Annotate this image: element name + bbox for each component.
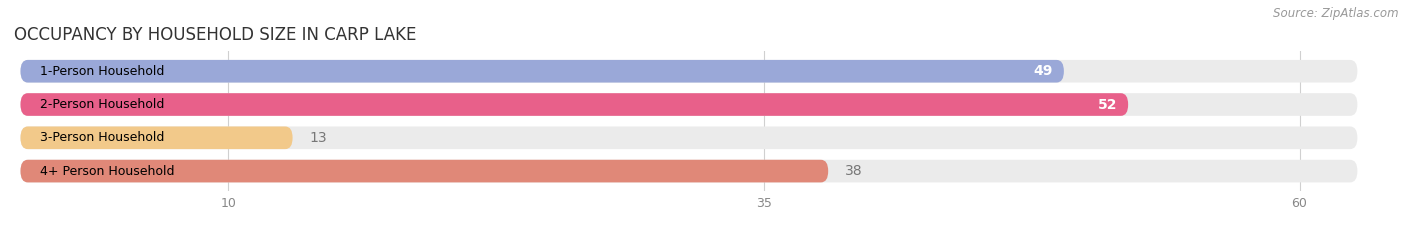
Text: OCCUPANCY BY HOUSEHOLD SIZE IN CARP LAKE: OCCUPANCY BY HOUSEHOLD SIZE IN CARP LAKE <box>14 26 416 44</box>
FancyBboxPatch shape <box>21 160 828 182</box>
Text: 52: 52 <box>1098 98 1118 112</box>
FancyBboxPatch shape <box>21 160 1357 182</box>
FancyBboxPatch shape <box>21 93 1128 116</box>
Text: 38: 38 <box>845 164 863 178</box>
Text: 4+ Person Household: 4+ Person Household <box>39 164 174 178</box>
FancyBboxPatch shape <box>21 60 1357 82</box>
FancyBboxPatch shape <box>21 127 1357 149</box>
FancyBboxPatch shape <box>21 93 1357 116</box>
Text: 2-Person Household: 2-Person Household <box>39 98 165 111</box>
Text: 3-Person Household: 3-Person Household <box>39 131 165 144</box>
FancyBboxPatch shape <box>21 127 292 149</box>
FancyBboxPatch shape <box>21 60 1064 82</box>
Text: 49: 49 <box>1033 64 1053 78</box>
Text: 13: 13 <box>309 131 328 145</box>
Text: 1-Person Household: 1-Person Household <box>39 65 165 78</box>
Text: Source: ZipAtlas.com: Source: ZipAtlas.com <box>1274 7 1399 20</box>
